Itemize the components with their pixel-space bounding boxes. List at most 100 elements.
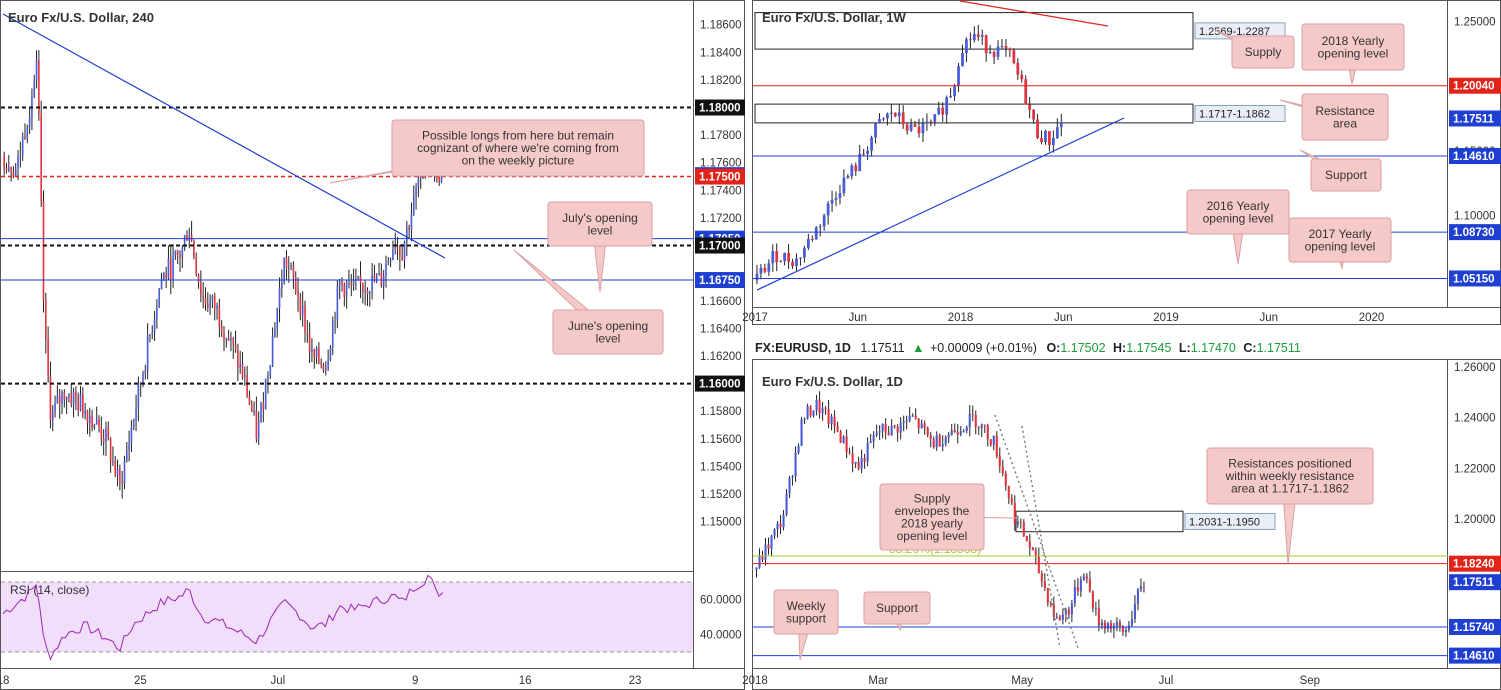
candle-body xyxy=(941,107,945,115)
candle-body xyxy=(797,445,800,453)
candle-body xyxy=(35,60,38,82)
x-tick-label: 2018 xyxy=(742,675,768,687)
candle-body xyxy=(401,256,403,260)
candle-body xyxy=(225,338,228,341)
note-longs-text: on the weekly picture xyxy=(462,154,575,168)
candle-body xyxy=(770,535,773,549)
note-june-open-text: level xyxy=(596,331,621,345)
note-weekly-2017-text: 2017 Yearly xyxy=(1309,227,1372,241)
x-tick-label: Sep xyxy=(1300,675,1320,687)
y-tick-label: 1.17400 xyxy=(700,185,742,197)
candle-body xyxy=(338,280,341,286)
zone-label-box xyxy=(1184,512,1276,530)
note-weekly-2016-text: 2016 Yearly xyxy=(1207,199,1270,213)
candle-body xyxy=(250,403,253,413)
candle-body xyxy=(953,429,956,433)
candle-body xyxy=(63,392,66,400)
candle-body xyxy=(923,423,926,428)
candle-body xyxy=(253,410,255,413)
candle-body xyxy=(944,437,947,445)
candle-body xyxy=(1000,45,1004,47)
candle-body xyxy=(1067,609,1070,615)
candle-body xyxy=(814,227,818,240)
candle-body xyxy=(983,424,986,426)
y-tick-label: 1.17600 xyxy=(700,158,742,170)
candle-body xyxy=(788,477,791,494)
candle-body xyxy=(232,338,235,345)
price-tag xyxy=(1449,618,1501,635)
candle-body xyxy=(45,300,47,339)
candle-body xyxy=(1040,573,1043,582)
candle-body xyxy=(968,413,971,428)
candle-body xyxy=(830,416,833,424)
candle-body xyxy=(336,285,339,321)
candle-body xyxy=(204,298,207,304)
candle-body xyxy=(156,307,158,319)
candle-body xyxy=(408,227,410,230)
candle-body xyxy=(56,395,59,404)
candle-body xyxy=(755,567,758,570)
candle-body xyxy=(839,431,842,443)
candle-body xyxy=(826,203,830,216)
note-daily-resistances-text: area at 1.1717-1.1862 xyxy=(1231,482,1349,496)
candle-body xyxy=(1043,581,1046,589)
price-tag xyxy=(1449,647,1501,664)
candle-body xyxy=(61,392,63,405)
candle-body xyxy=(851,453,854,464)
candle-body xyxy=(135,408,137,420)
note-daily-weekly-support-text: Weekly xyxy=(786,599,825,613)
candle-body xyxy=(1073,587,1076,604)
candle-body xyxy=(806,406,809,419)
candle-body xyxy=(950,429,953,435)
candle-body xyxy=(917,126,921,134)
candle-body xyxy=(341,280,343,285)
candle-body xyxy=(105,427,107,442)
candle-body xyxy=(176,250,179,255)
candle-body xyxy=(818,226,822,228)
candle-body xyxy=(897,112,901,117)
candle-body xyxy=(938,435,941,447)
candle-body xyxy=(962,430,965,432)
candle-body xyxy=(862,153,866,155)
candle-body xyxy=(327,359,329,369)
candle-body xyxy=(47,338,49,376)
candle-body xyxy=(998,455,1001,467)
zone-rect xyxy=(754,103,1194,124)
candle-body xyxy=(1059,122,1063,128)
candle-body xyxy=(1037,555,1040,574)
candle-body xyxy=(976,34,980,37)
note-weekly-2017 xyxy=(1288,217,1392,263)
x-tick-label: 9 xyxy=(412,675,418,687)
candle-body xyxy=(86,410,89,424)
candle-body xyxy=(163,273,165,280)
y-tick-label: 1.25000 xyxy=(1454,17,1496,29)
candle-body xyxy=(949,96,953,98)
candle-body xyxy=(1028,104,1032,110)
candle-body xyxy=(854,461,857,464)
candle-body xyxy=(371,275,373,293)
candle-body xyxy=(389,260,392,262)
candle-body xyxy=(875,432,878,435)
candle-body xyxy=(125,450,128,461)
candle-body xyxy=(38,60,40,114)
price-tag xyxy=(1449,555,1501,572)
candle-body xyxy=(937,107,941,115)
candle-body xyxy=(7,166,10,171)
note-daily-supply-text: Supply xyxy=(914,491,951,505)
price-tag xyxy=(1449,574,1501,591)
candle-body xyxy=(803,418,806,420)
candle-body xyxy=(51,410,54,421)
candle-body xyxy=(846,176,850,178)
price-tag-label: 1.17511 xyxy=(1453,113,1495,125)
price-tag xyxy=(695,237,745,254)
candle-body xyxy=(929,121,933,123)
candle-body xyxy=(1010,498,1013,503)
zone-label: 1.2031-1.1950 xyxy=(1189,516,1260,528)
candle-body xyxy=(858,153,862,172)
x-tick-label: 2018 xyxy=(948,312,974,324)
candle-body xyxy=(887,432,890,436)
candle-body xyxy=(866,443,869,462)
candle-body xyxy=(961,52,964,67)
x-tick-label: Jun xyxy=(1054,312,1073,324)
price-tag-label: 1.20040 xyxy=(1453,81,1495,93)
